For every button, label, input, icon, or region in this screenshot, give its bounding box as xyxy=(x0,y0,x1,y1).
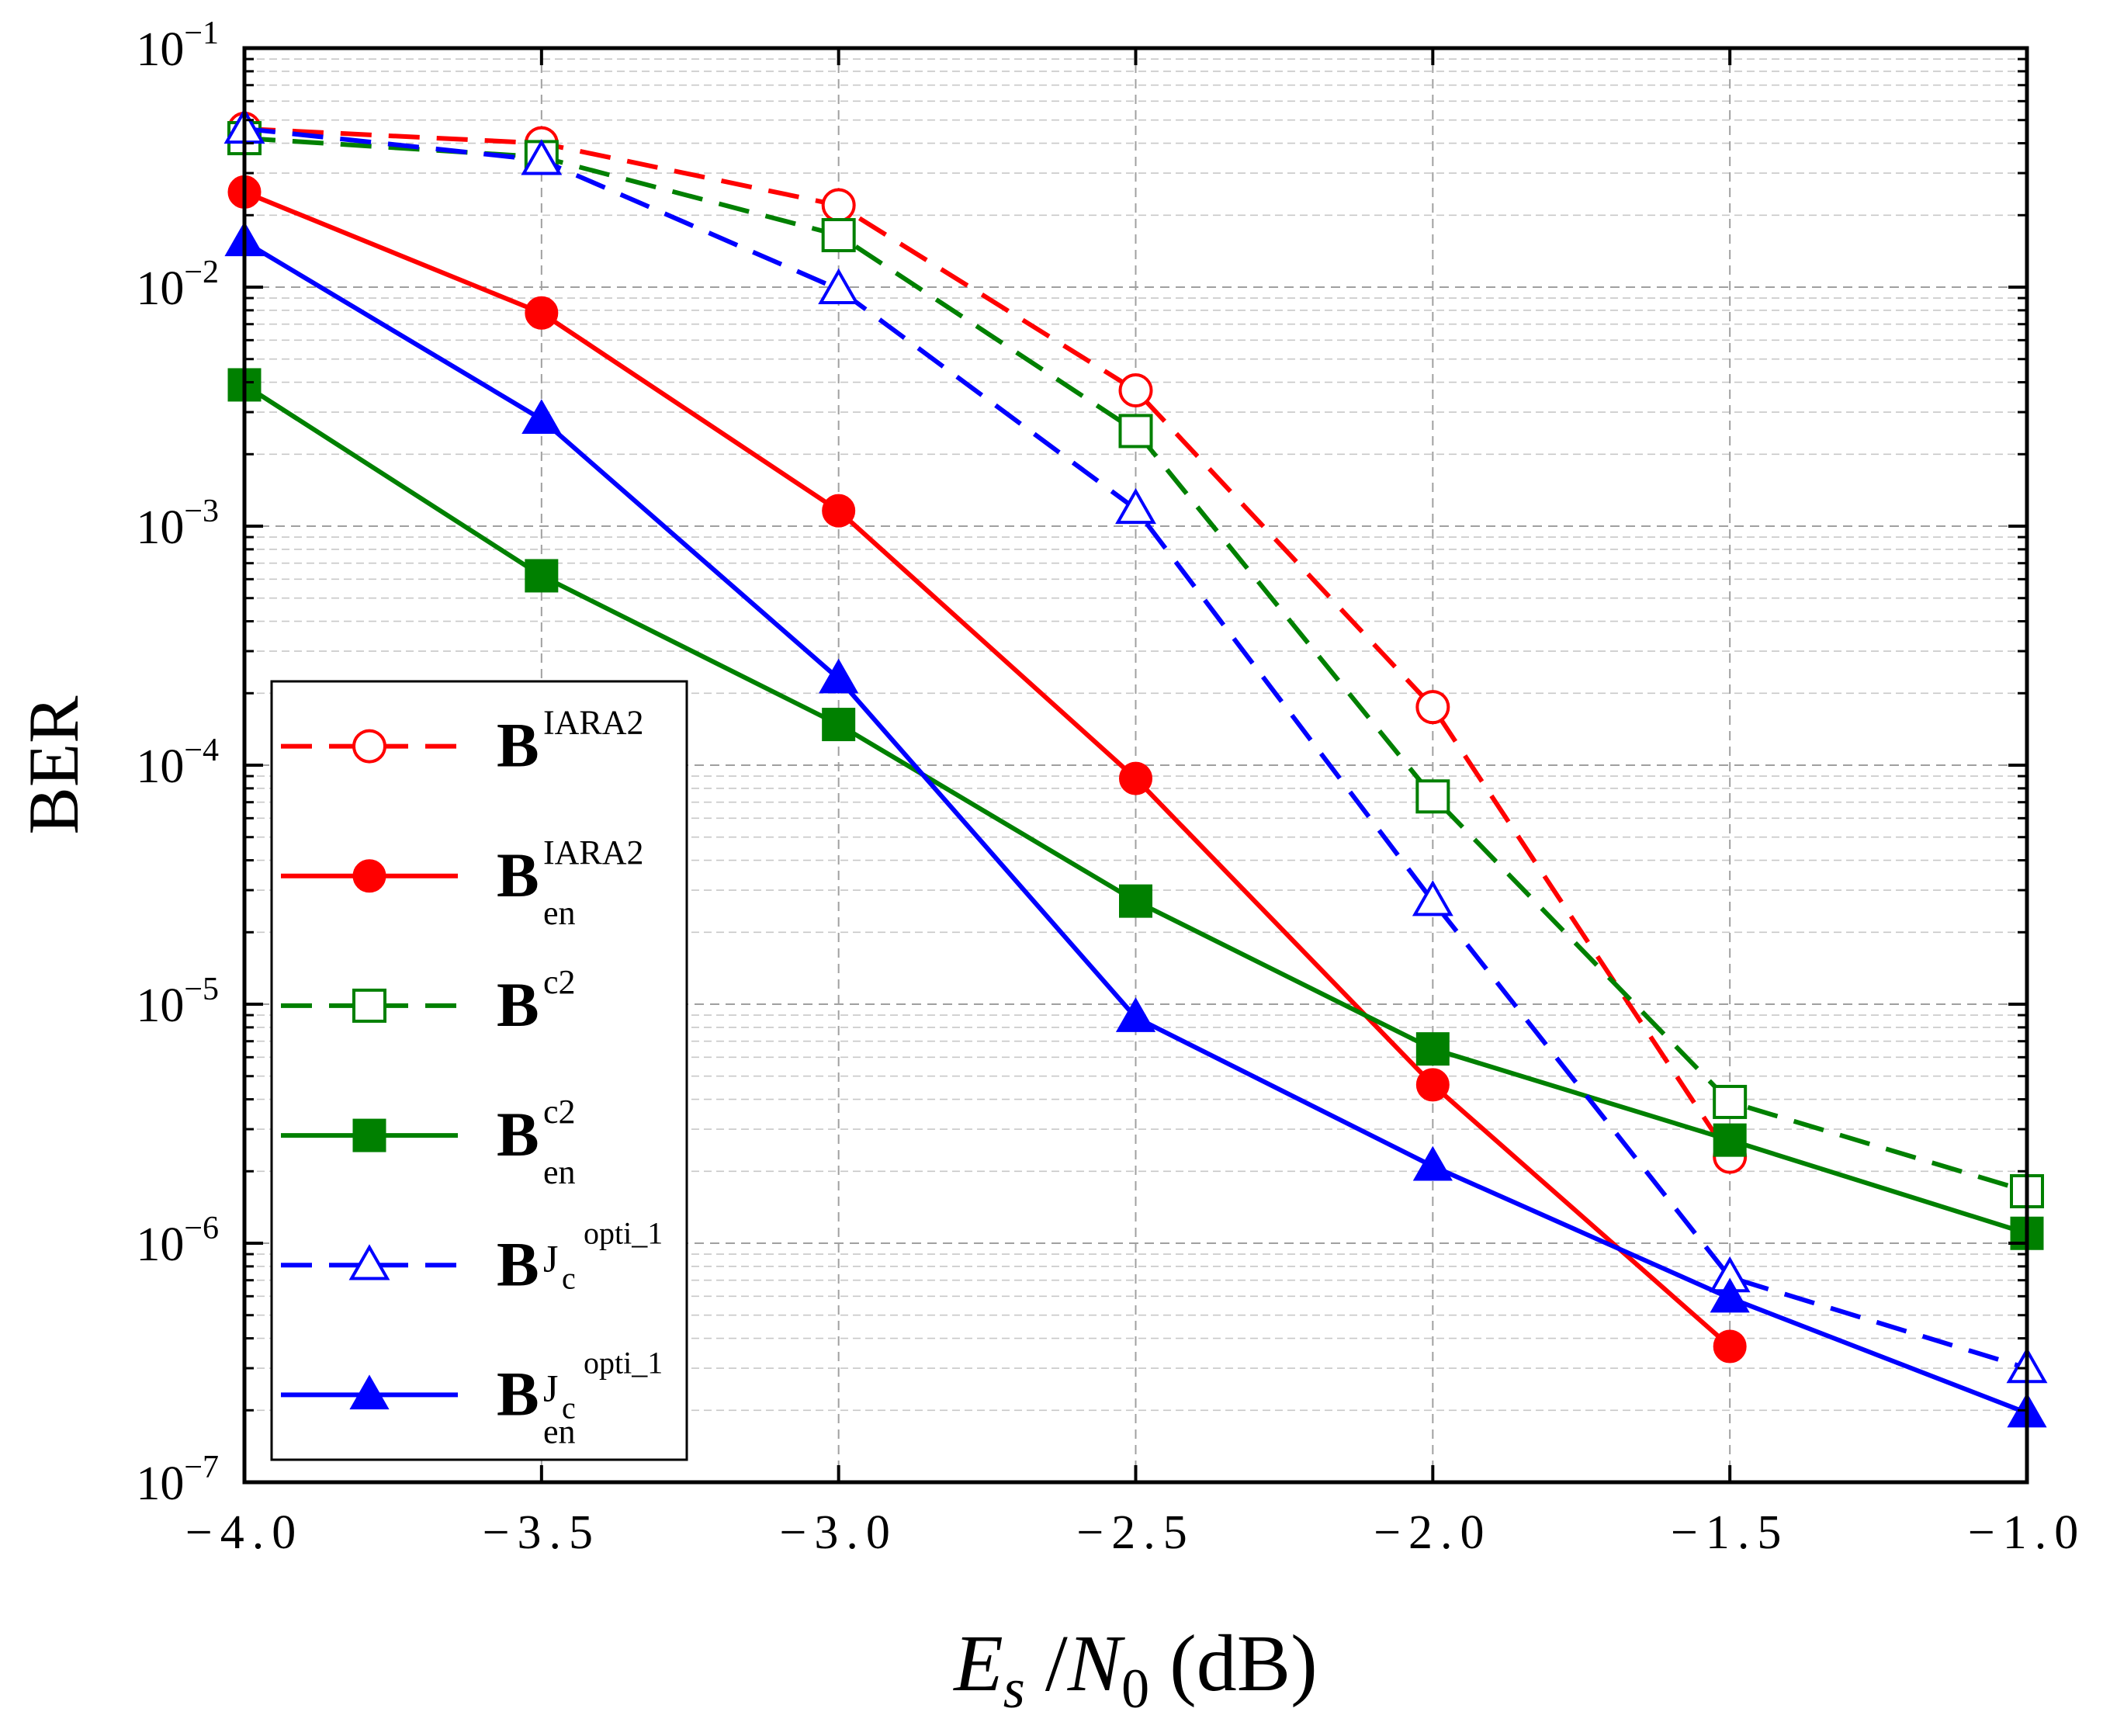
legend-marker xyxy=(352,859,386,893)
legend-marker xyxy=(352,988,386,1023)
data-point xyxy=(1119,761,1152,795)
y-axis-label: BER xyxy=(14,695,93,835)
data-point xyxy=(819,658,859,694)
legend-sup-sub: c xyxy=(562,1390,576,1425)
data-point xyxy=(521,399,562,435)
y-tick-label: 10−1 xyxy=(136,16,219,76)
data-point xyxy=(1415,779,1450,814)
legend-sub: en xyxy=(543,1412,576,1450)
data-point xyxy=(1415,1068,1450,1102)
y-tick-label: 10−5 xyxy=(136,972,219,1032)
y-tick-label: 10−6 xyxy=(136,1211,219,1271)
x-tick-label: −3.0 xyxy=(779,1506,897,1559)
data-point xyxy=(818,268,860,304)
legend-label: B xyxy=(497,1228,539,1299)
legend-marker xyxy=(352,1118,386,1152)
data-point xyxy=(1713,1123,1747,1157)
data-point xyxy=(822,494,856,528)
legend-marker xyxy=(348,1244,390,1280)
x-tick-label: −1.0 xyxy=(1968,1506,2086,1559)
legend-sup: J xyxy=(543,1236,558,1280)
legend-label: B xyxy=(497,1358,539,1429)
data-point xyxy=(1412,880,1453,917)
series-4 xyxy=(227,368,2044,1250)
y-tick-label: 10−7 xyxy=(136,1450,219,1510)
legend-entry: B IARA2 xyxy=(281,704,644,781)
legend-sup2: opti_1 xyxy=(584,1215,663,1250)
data-point xyxy=(1118,372,1153,407)
data-point xyxy=(525,559,559,593)
legend-label: B xyxy=(497,1099,539,1169)
legend-box xyxy=(270,680,688,1461)
x-axis-label: Es /N0 (dB) xyxy=(952,1619,1317,1720)
x-tick-label: −1.5 xyxy=(1671,1506,1789,1559)
legend-entry: B IARA2 en xyxy=(281,833,644,932)
legend-sup: IARA2 xyxy=(543,833,644,871)
series-line xyxy=(244,126,1732,1159)
legend-label: B xyxy=(497,969,539,1040)
data-point xyxy=(1710,1277,1750,1313)
data-point xyxy=(1115,997,1156,1032)
legend-sup2: opti_1 xyxy=(584,1345,663,1380)
x-tick-label: −2.0 xyxy=(1374,1506,1492,1559)
data-point xyxy=(525,296,559,330)
data-point xyxy=(1115,487,1156,525)
legend-sup: c2 xyxy=(543,1093,576,1131)
legend-sup: J xyxy=(543,1366,558,1409)
data-point xyxy=(1415,1032,1450,1066)
y-tick-label: 10−3 xyxy=(136,494,219,554)
data-point xyxy=(1713,1084,1748,1119)
x-tick-label: −4.0 xyxy=(185,1506,303,1559)
legend-sup-sub: c xyxy=(562,1260,576,1295)
x-tick-label: −2.5 xyxy=(1076,1506,1194,1559)
y-tick-label: 10−2 xyxy=(136,255,219,315)
data-point xyxy=(1415,690,1450,725)
legend-sub: en xyxy=(543,894,576,932)
axis-ticks: −4.0 −3.5 −3.0 −2.5 −2.0 −1.5 −1.0 10−1 10−2 10−3… xyxy=(136,16,2086,1559)
series-2 xyxy=(227,175,1747,1364)
series-line xyxy=(243,189,1732,1349)
legend-label: B xyxy=(497,710,539,781)
data-point xyxy=(822,708,856,742)
x-tick-label: −3.5 xyxy=(483,1506,601,1559)
legend-sup: IARA2 xyxy=(543,704,644,742)
data-point xyxy=(821,218,856,253)
data-point xyxy=(1118,414,1153,449)
legend-label: B xyxy=(497,840,539,910)
legend-marker xyxy=(352,729,386,764)
legend-sub: en xyxy=(543,1153,576,1191)
data-point xyxy=(1119,884,1152,918)
data-point xyxy=(1412,1145,1453,1181)
legend-sup: c2 xyxy=(543,963,576,1001)
y-tick-label: 10−4 xyxy=(136,733,219,793)
axis-labels: BER Es /N0 (dB) xyxy=(14,695,1318,1720)
data-point xyxy=(521,139,563,175)
data-point xyxy=(1713,1329,1747,1364)
data-point xyxy=(821,188,856,223)
legend-marker xyxy=(349,1374,390,1410)
